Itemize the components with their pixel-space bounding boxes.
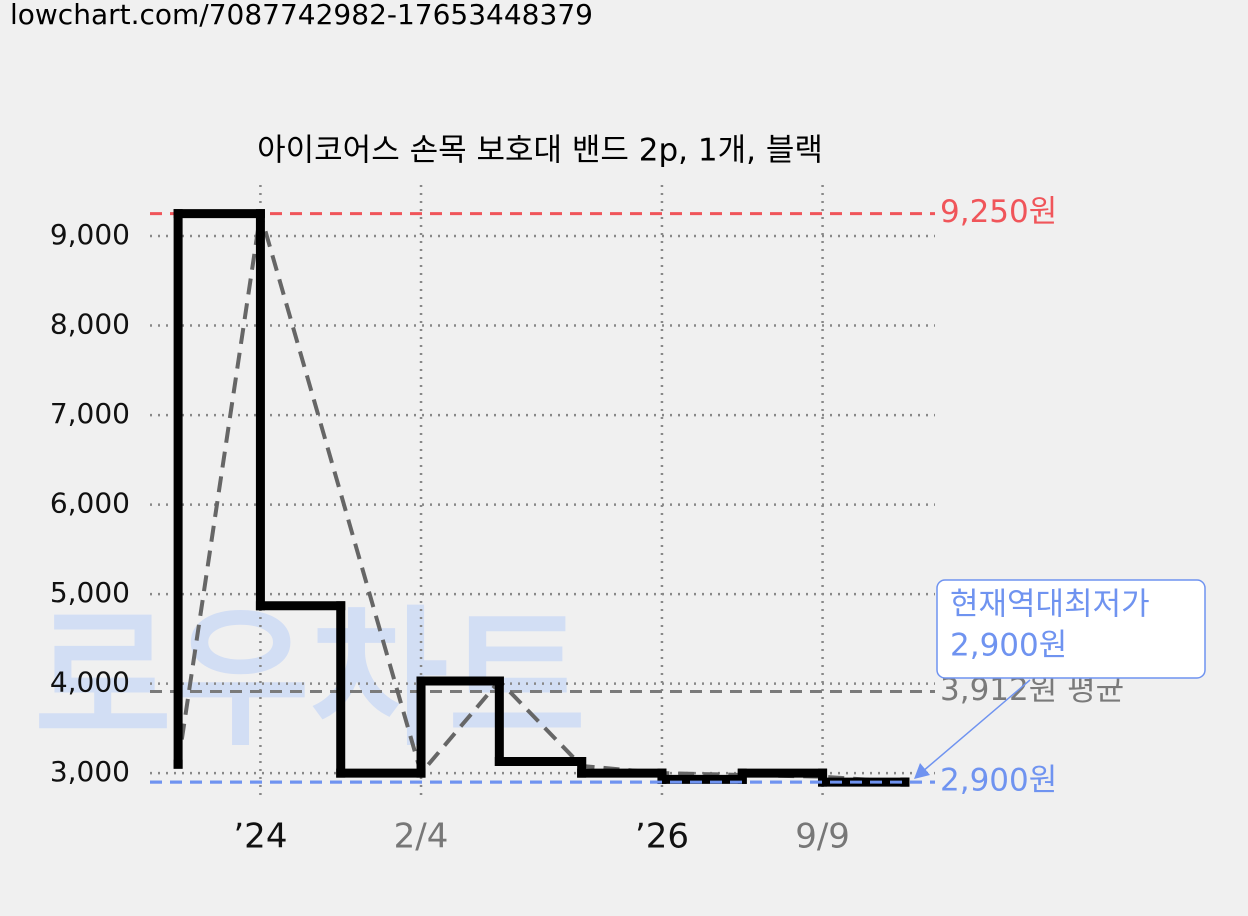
- y-tick-label: 9,000: [50, 218, 130, 251]
- x-tick-label: 2/4: [394, 817, 449, 857]
- y-tick-label: 4,000: [50, 666, 130, 699]
- callout-arrow: [921, 679, 1031, 773]
- trend-line: [176, 213, 906, 785]
- y-tick-label: 7,000: [50, 397, 130, 430]
- y-tick-label: 8,000: [50, 308, 130, 341]
- y-tick-label: 6,000: [50, 487, 130, 520]
- y-tick-label: 5,000: [50, 576, 130, 609]
- x-tick-label: 9/9: [795, 817, 850, 857]
- chart-title: 아이코어스 손목 보호대 밴드 2p, 1개, 블랙: [257, 133, 823, 169]
- x-tick-label: ’26: [635, 817, 689, 857]
- reference-label: 2,900원: [940, 763, 1057, 799]
- url: lowchart.com/7087742982-17653448379: [10, 0, 593, 31]
- x-tick-label: ’24: [233, 817, 287, 857]
- callout-arrowhead: [914, 763, 930, 779]
- callout-text: 2,900원: [950, 628, 1067, 664]
- reference-label: 9,250원: [940, 194, 1057, 230]
- y-tick-label: 3,000: [50, 755, 130, 788]
- callout-box: [936, 579, 1206, 679]
- callout-text: 현재역대최저가: [950, 587, 1150, 623]
